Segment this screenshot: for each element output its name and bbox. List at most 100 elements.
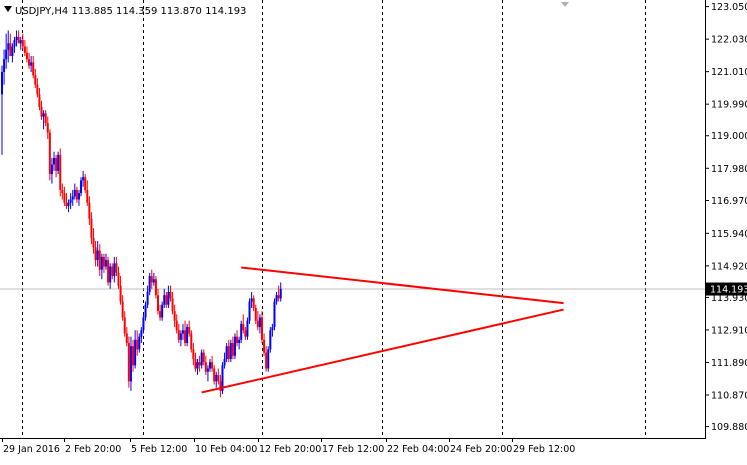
candle-body xyxy=(240,323,243,340)
y-tick-label: 121.010 xyxy=(711,67,747,78)
candle-body xyxy=(125,333,128,344)
candle-body xyxy=(98,250,101,270)
candle-body xyxy=(40,107,43,117)
candle-body xyxy=(138,336,141,350)
trendlines xyxy=(201,266,564,394)
candle-bear xyxy=(25,46,28,63)
candle-bear xyxy=(173,304,176,328)
candle-bear xyxy=(9,33,12,57)
candle-bull xyxy=(13,36,16,53)
candle-bear xyxy=(63,186,66,206)
candle-bull xyxy=(134,330,137,369)
candle-bear xyxy=(123,311,126,337)
header: USDJPY,H4 113.885 114.359 113.870 114.19… xyxy=(4,2,569,17)
candle-body xyxy=(250,298,253,302)
y-tick-label: 111.890 xyxy=(711,358,747,369)
candle-bear xyxy=(204,355,207,375)
candle-bull xyxy=(80,177,83,197)
candle-body xyxy=(63,193,66,203)
candle-bear xyxy=(213,365,216,385)
candle-bear xyxy=(84,174,87,194)
candle-body xyxy=(157,295,159,312)
trendline-lower[interactable] xyxy=(201,308,564,394)
candle-bull xyxy=(15,30,18,47)
candle-bull xyxy=(69,193,72,210)
candle-body xyxy=(48,132,51,175)
x-tick-label: 12 Feb 20:00 xyxy=(259,444,321,455)
candle-body xyxy=(159,311,162,318)
candle-bear xyxy=(175,314,178,334)
candle-bull xyxy=(229,339,232,363)
candle-body xyxy=(9,43,12,57)
candle-body xyxy=(252,298,255,308)
candle-body xyxy=(53,158,55,165)
candle-body xyxy=(42,113,45,117)
candle-bull xyxy=(248,298,251,324)
candle-bear xyxy=(34,68,37,88)
candle-bear xyxy=(194,352,197,372)
candle-bull xyxy=(77,189,80,206)
candle-body xyxy=(175,320,178,331)
candle-bull xyxy=(225,343,228,363)
candle-body xyxy=(244,330,247,337)
y-tick-label: 122.030 xyxy=(711,35,747,46)
candle-bull xyxy=(200,349,203,369)
trendline-upper[interactable] xyxy=(241,266,564,305)
candle-body xyxy=(269,330,272,350)
candle-body xyxy=(86,189,89,203)
candle-body xyxy=(275,295,278,302)
candle-body xyxy=(167,292,170,305)
candle-bull xyxy=(206,365,209,382)
y-tick-label: 117.980 xyxy=(711,164,747,175)
candle-body xyxy=(225,346,228,359)
candle-bull xyxy=(238,336,241,350)
price-tag-box xyxy=(706,282,747,296)
candle-body xyxy=(109,266,112,283)
candle-bull xyxy=(53,151,55,171)
candle-body xyxy=(204,362,207,372)
candle-body xyxy=(105,260,107,267)
candle-body xyxy=(77,193,80,200)
candle-bull xyxy=(233,333,236,359)
candle-body xyxy=(115,263,118,273)
candle-bull xyxy=(215,371,218,388)
candle-body xyxy=(258,317,261,328)
candle-bull xyxy=(144,301,147,321)
candle-body xyxy=(202,352,205,363)
candle-body xyxy=(277,295,280,299)
candle-bear xyxy=(265,346,268,372)
candle-body xyxy=(46,122,49,133)
candle-bull xyxy=(223,352,226,369)
shift-marker-icon[interactable] xyxy=(561,2,569,7)
candle-body xyxy=(152,279,155,283)
candle-body xyxy=(184,330,187,344)
candle-body xyxy=(7,43,10,50)
candle-bull xyxy=(240,320,243,344)
candle-bull xyxy=(258,314,261,334)
candle-body xyxy=(261,317,263,340)
candle-bear xyxy=(211,355,214,372)
candle-body xyxy=(227,346,230,359)
candle-body xyxy=(140,330,143,337)
candle-bear xyxy=(88,196,91,226)
candle-body xyxy=(100,256,103,270)
candle-body xyxy=(219,381,222,391)
candle-bear xyxy=(23,40,26,57)
candle-body xyxy=(5,49,8,60)
candle-body xyxy=(265,352,268,369)
candle-bear xyxy=(36,78,39,98)
candle-bear xyxy=(165,292,168,308)
candle-body xyxy=(121,301,124,318)
y-axis-ticks: 123.050 122.030 121.010 119.990 119.000 117.9… xyxy=(705,2,747,433)
collapse-triangle-icon[interactable] xyxy=(4,6,12,12)
candle-bull xyxy=(11,43,14,63)
candle-body xyxy=(94,247,97,261)
candle-body xyxy=(171,298,174,312)
candle-bear xyxy=(198,355,201,372)
candle-bear xyxy=(21,33,24,50)
candle-bear xyxy=(92,228,95,254)
candle-bear xyxy=(157,288,159,315)
candle-body xyxy=(150,276,153,283)
candle-bear xyxy=(44,110,47,127)
